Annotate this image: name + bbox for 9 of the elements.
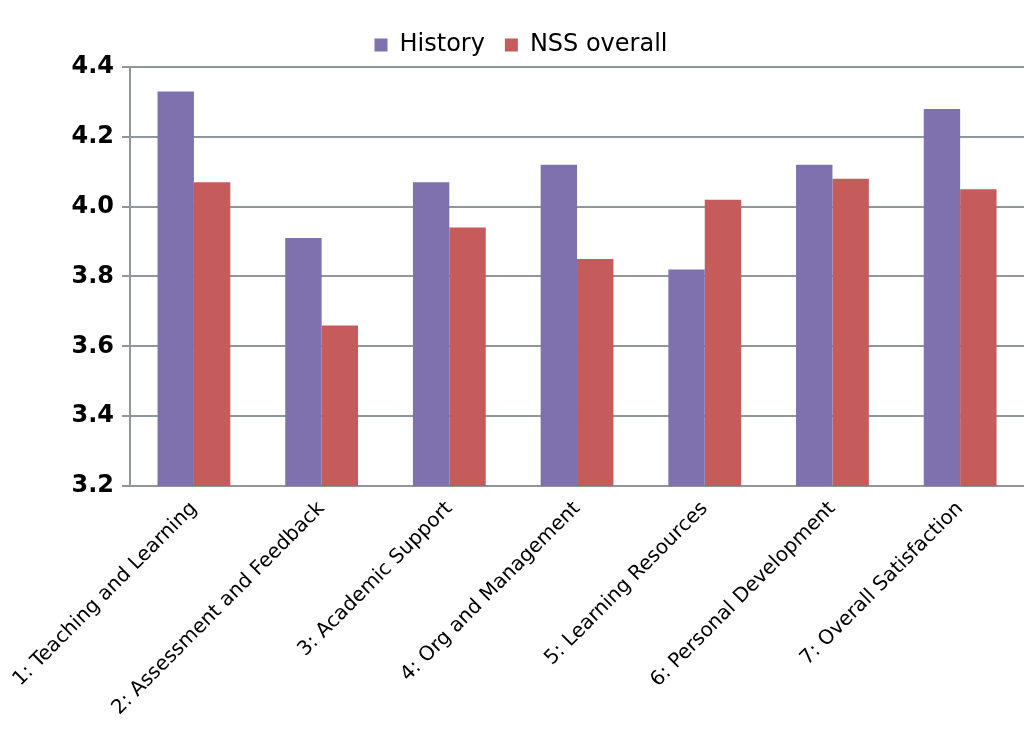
legend-label: NSS overall bbox=[529, 29, 668, 58]
y-tick-label: 3.6 bbox=[71, 330, 115, 359]
y-tick-label: 3.8 bbox=[71, 260, 115, 289]
y-tick-label: 3.4 bbox=[71, 400, 115, 429]
y-tick-label: 3.2 bbox=[71, 470, 115, 499]
y-tick-label: 4.2 bbox=[71, 121, 115, 150]
y-tick-label: 4.4 bbox=[71, 51, 115, 80]
y-tick-label: 4.0 bbox=[71, 190, 115, 219]
legend-label: History bbox=[399, 29, 485, 58]
